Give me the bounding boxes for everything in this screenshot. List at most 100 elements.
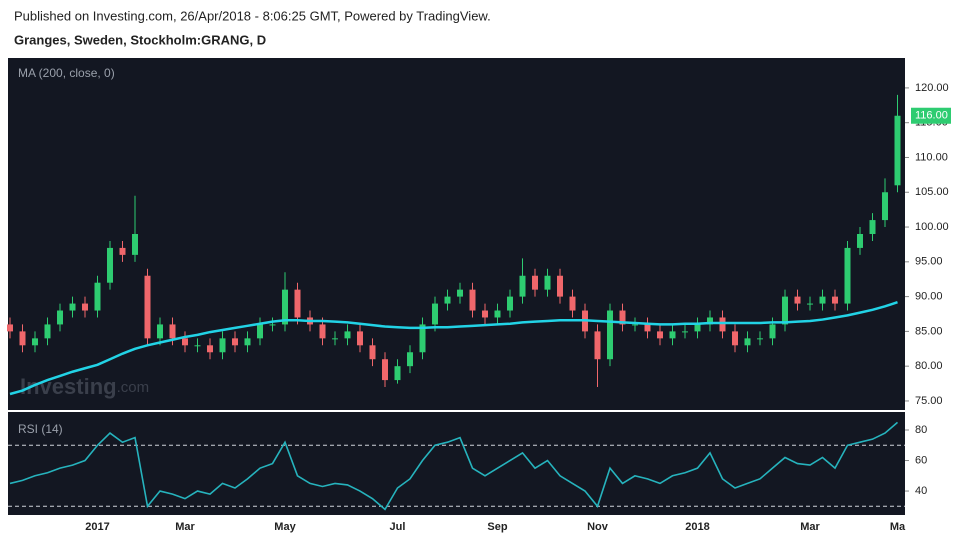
candle-body [169,324,176,339]
candle-body [82,303,88,311]
candle-body [457,289,463,297]
candle-body [332,338,338,340]
last-price-label: 116.00 [915,110,948,122]
candle-body [794,296,801,304]
candle-body [844,247,851,304]
y-tick-label: 110.00 [915,151,948,163]
last-price-box [911,107,951,124]
candle-body [707,317,713,325]
candle-body [644,324,651,332]
candle-body [694,324,701,332]
candle-body [507,296,513,311]
watermark-suffix: .com [117,379,150,396]
candle-body [219,338,226,353]
candle-body [119,247,126,255]
y-tick-label: 105.00 [915,186,949,198]
candle-body [832,296,838,304]
candle-body [319,324,326,339]
x-tick-label: 2017 [85,521,109,533]
candle-body [519,275,526,297]
candle-body [669,331,676,339]
x-tick-label: 2018 [685,521,709,533]
candle-body [807,303,813,305]
candle-body [757,338,763,340]
candle-body [769,324,776,339]
candle-body [557,275,563,297]
ma-line [9,300,898,396]
candle-body [682,331,688,333]
y-tick-label: 80 [915,424,927,436]
candle-body [157,324,163,339]
candle-body [357,331,363,346]
y-tick-label: 90.00 [915,291,943,303]
candle-body [544,275,551,290]
candle-body [744,338,751,346]
y-tick-label: 95.00 [915,256,943,268]
candle-body [819,296,826,304]
candle-body [732,331,738,346]
price-panel-title: MA (200, close, 0) [18,66,115,80]
candle-body [394,366,401,381]
candle-body [7,324,13,332]
y-tick-label: 120.00 [915,82,949,94]
rsi-line [9,421,899,511]
candle-body [244,338,251,346]
candle-body [19,331,26,346]
y-tick-label: 80.00 [915,360,943,372]
candle-body [144,275,151,339]
candle-body [44,324,51,339]
y-tick-label: 60 [915,454,927,466]
candle-body [444,296,451,304]
candle-body [419,324,426,353]
candle-body [194,345,201,347]
price-panel [8,58,905,410]
candle-body [857,234,863,248]
candle-body [107,247,113,283]
candle-body [657,331,663,339]
candle-body [69,303,76,311]
candle-body [594,331,601,360]
x-tick-label: May [274,521,296,533]
candle-body [782,296,788,325]
candle-body [232,338,238,346]
watermark-main: Investing [20,374,117,399]
x-tick-label: Mar [800,521,820,533]
candle-body [132,234,138,255]
candle-body [32,338,38,346]
candle-body [719,317,726,332]
candle-body [282,289,288,325]
y-tick-label: 100.00 [915,221,949,233]
symbol-title: Granges, Sweden, Stockholm:GRANG, D [14,32,266,47]
x-tick-label: Sep [487,521,507,533]
x-tick-label: Nov [587,521,609,533]
candle-body [407,352,413,367]
candle-body [257,324,263,339]
candle-body [632,324,638,326]
watermark: Investing.com [20,374,149,399]
published-line: Published on Investing.com, 26/Apr/2018 … [14,8,491,23]
candle-body [882,192,888,221]
candle-body [494,310,501,318]
candle-body [482,310,488,318]
rsi-panel [8,412,905,515]
y-tick-label: 75.00 [915,395,943,407]
candle-body [269,324,276,326]
candle-body [57,310,63,325]
x-tick-label: Mar [175,521,195,533]
x-tick-label: Ma [890,521,906,533]
x-tick-label: Jul [390,521,406,533]
candle-body [894,115,901,186]
candle-body [382,359,388,381]
candle-body [369,345,376,360]
candle-body [619,310,626,325]
candle-body [607,310,613,360]
candle-body [432,303,438,325]
y-tick-label: 40 [915,485,927,497]
candle-body [207,345,213,353]
candle-body [569,296,576,311]
rsi-panel-title: RSI (14) [18,422,63,436]
y-tick-label: 85.00 [915,325,943,337]
candle-body [532,275,538,290]
